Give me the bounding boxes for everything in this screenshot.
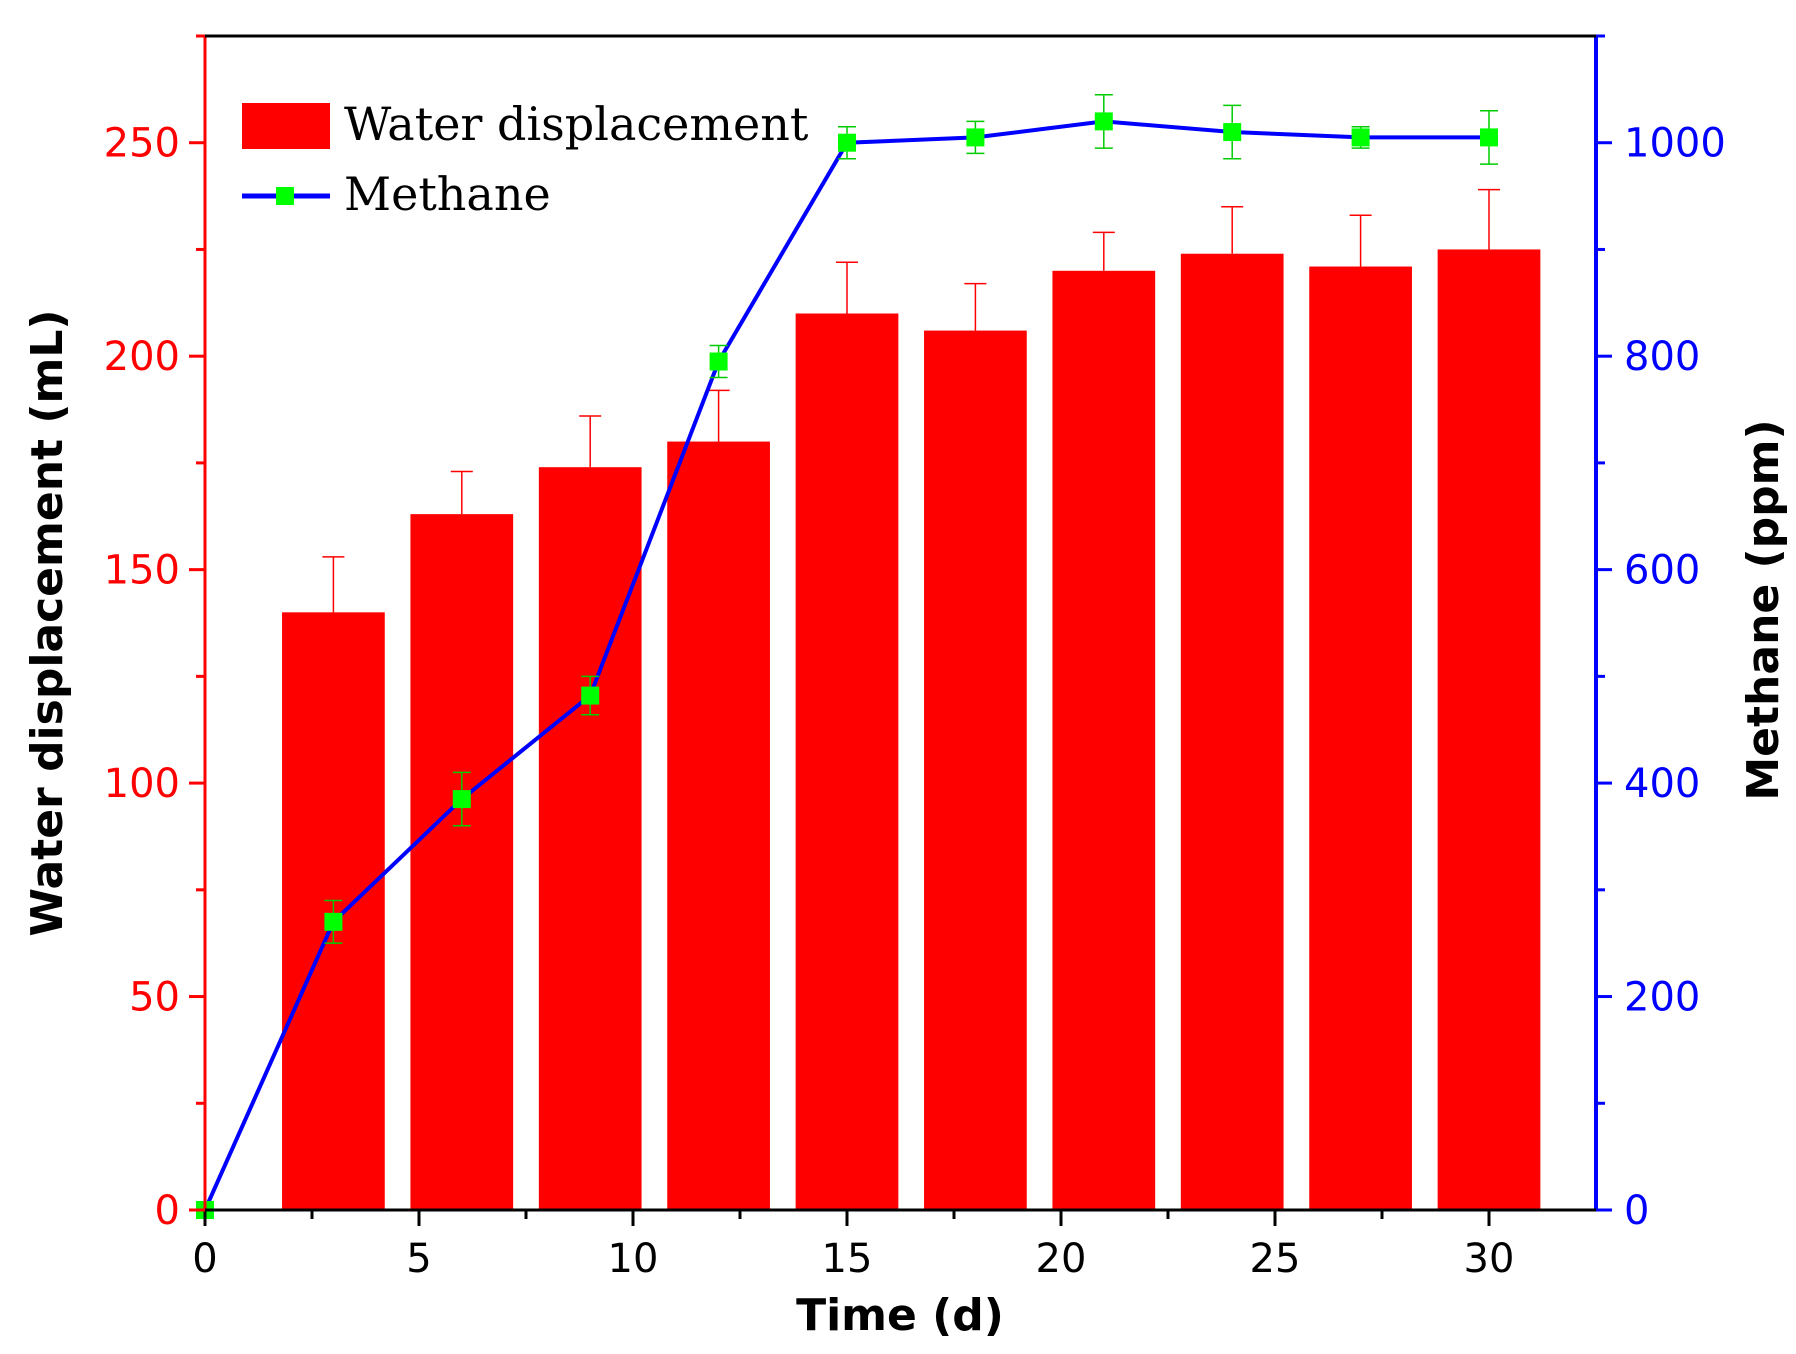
x-tick-label-20: 20 [1036,1236,1087,1282]
x-tick-label-5: 5 [406,1236,431,1282]
left-tick-label-250: 250 [104,121,180,167]
right-tick-label-600: 600 [1624,548,1700,594]
right-tick-label-0: 0 [1624,1188,1649,1234]
bar-water-displacement-15 [795,313,899,1210]
left-tick-label-200: 200 [104,334,180,380]
right-axis-title: Methane (ppm) [1738,419,1789,800]
methane-marker-3 [324,912,343,931]
left-tick-label-50: 50 [129,975,180,1021]
x-tick-label-0: 0 [192,1236,217,1282]
bar-water-displacement-30 [1437,249,1541,1211]
plot-frame [203,34,1598,1212]
bars-layer [282,249,1541,1211]
legend-label-water-displacement: Water displacement [344,97,809,151]
methane-marker-27 [1351,128,1370,147]
x-tick-label-10: 10 [608,1236,659,1282]
bar-water-displacement-18 [924,330,1027,1210]
methane-marker-18 [966,128,985,147]
legend: Water displacement Methane [242,97,809,221]
right-tick-label-1000: 1000 [1624,121,1726,167]
right-tick-label-200: 200 [1624,975,1700,1021]
methane-marker-24 [1223,123,1242,142]
left-axis-ticks: 0 50 100 150 200 250 [104,34,205,1234]
methane-line-layer [196,93,1498,1219]
x-axis-ticks: 0 5 10 15 20 25 30 [192,1210,1514,1282]
left-axis-title: Water displacement (mL) [22,310,73,937]
bar-water-displacement-6 [410,514,514,1210]
left-tick-label-100: 100 [104,761,180,807]
methane-marker-15 [838,133,856,152]
x-tick-label-30: 30 [1464,1236,1515,1282]
right-axis-ticks: 0 200 400 600 800 1000 [1596,34,1726,1234]
methane-marker-9 [581,686,600,705]
left-tick-label-150: 150 [104,548,180,594]
methane-marker-30 [1480,128,1498,147]
legend-swatch-methane-marker [276,187,294,205]
methane-marker-6 [452,790,471,809]
bar-water-displacement-12 [667,441,770,1211]
methane-marker-21 [1094,112,1113,131]
right-tick-label-800: 800 [1624,334,1700,380]
bar-error-bars [322,188,1500,613]
bar-water-displacement-27 [1309,266,1412,1211]
bar-water-displacement-21 [1052,270,1156,1210]
x-tick-label-15: 15 [822,1236,873,1282]
x-tick-label-25: 25 [1250,1236,1301,1282]
bar-water-displacement-9 [538,467,642,1210]
x-axis-title: Time (d) [796,1290,1004,1341]
left-tick-label-0: 0 [155,1188,180,1234]
right-tick-label-400: 400 [1624,761,1700,807]
methane-marker-12 [709,352,728,371]
bar-water-displacement-24 [1180,253,1284,1210]
legend-swatch-water-displacement [242,103,330,149]
legend-label-methane: Methane [344,167,551,221]
